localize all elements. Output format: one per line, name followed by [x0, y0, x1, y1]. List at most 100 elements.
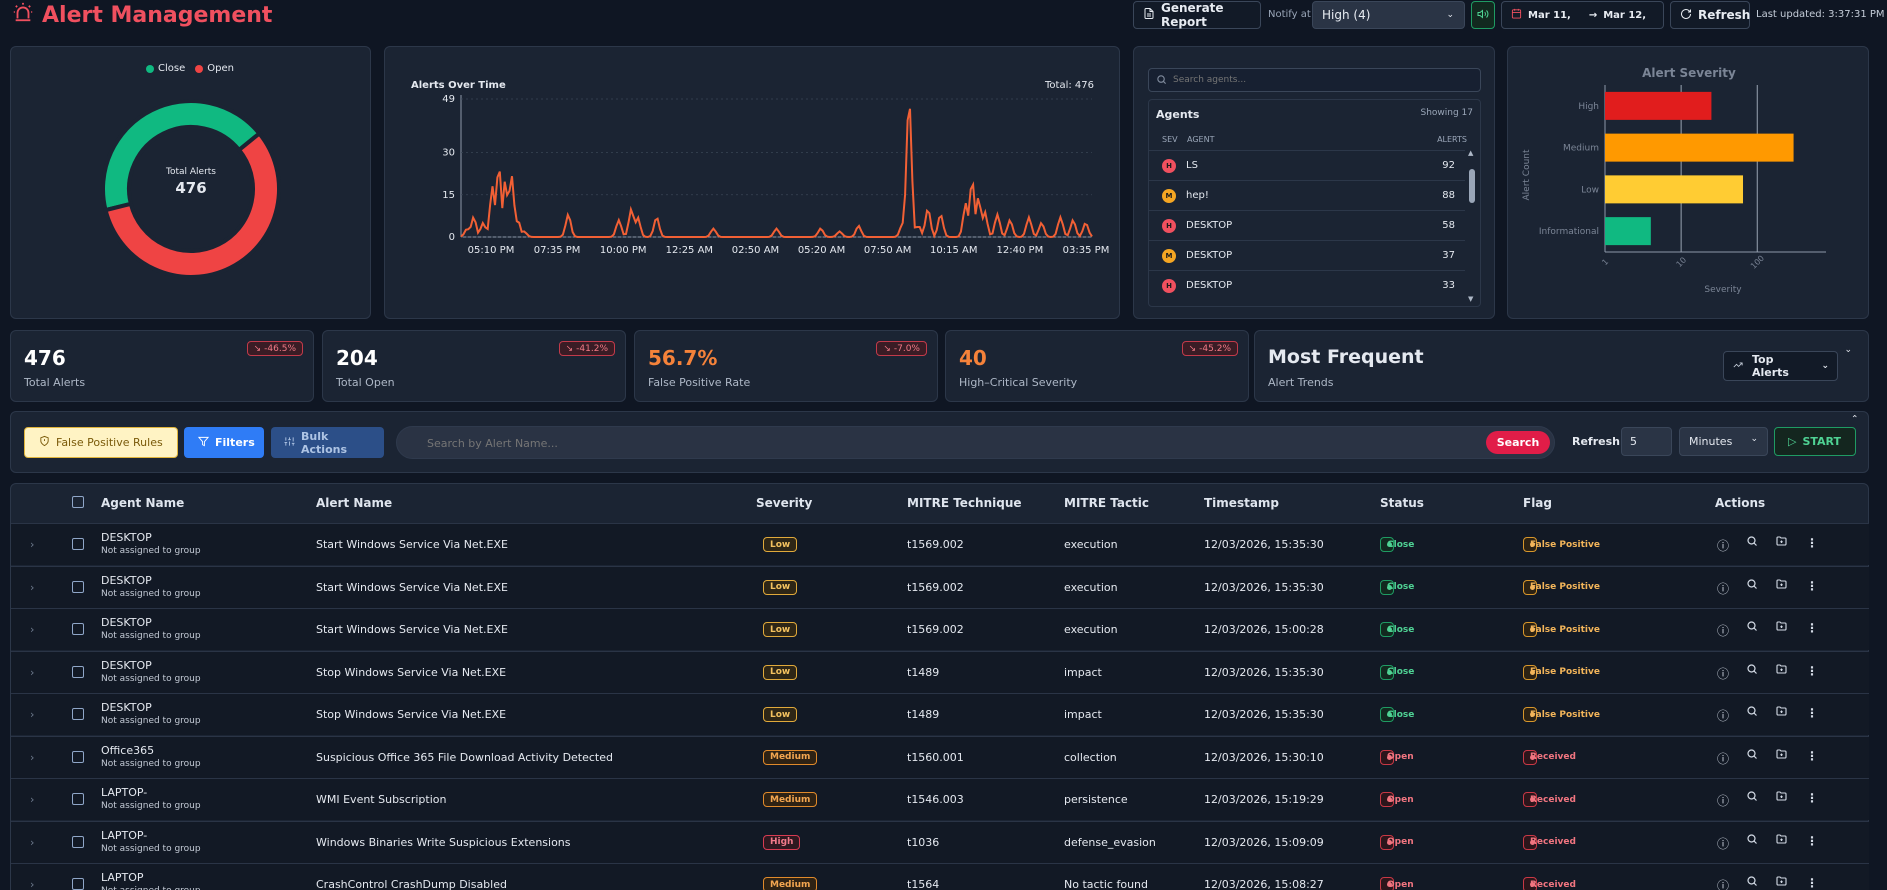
agent-row[interactable]: H DESKTOP 33	[1149, 270, 1465, 300]
agent-name[interactable]: DESKTOP	[101, 701, 152, 714]
search-icon[interactable]	[1746, 705, 1758, 720]
folder-icon[interactable]	[1775, 833, 1788, 848]
agents-scrollbar[interactable]: ▲ ▼	[1468, 149, 1475, 303]
info-icon[interactable]: ⓘ	[1717, 879, 1730, 890]
agent-row[interactable]: M DESKTOP 37	[1149, 240, 1465, 270]
more-options-icon[interactable]: ⋮	[1806, 833, 1818, 848]
expand-row-icon[interactable]: ›	[30, 665, 35, 679]
info-icon[interactable]: ⓘ	[1717, 666, 1730, 681]
search-icon[interactable]	[1746, 578, 1758, 593]
folder-icon[interactable]	[1775, 790, 1788, 805]
bulk-actions-button[interactable]: Bulk Actions	[271, 427, 384, 458]
table-row[interactable]: › DESKTOP Not assigned to group Stop Win…	[11, 650, 1869, 693]
info-icon[interactable]: ⓘ	[1717, 539, 1730, 553]
agent-name[interactable]: Office365	[101, 743, 155, 757]
more-options-icon[interactable]: ⋮	[1806, 791, 1818, 805]
agent-row[interactable]: H DESKTOP 58	[1149, 210, 1465, 240]
false-positive-rules-button[interactable]: False Positive Rules	[24, 427, 178, 458]
legend-close[interactable]: Close	[146, 63, 185, 74]
alert-name[interactable]: Start Windows Service Via Net.EXE	[316, 538, 508, 551]
alert-name[interactable]: Stop Windows Service Via Net.EXE	[316, 665, 507, 679]
folder-icon[interactable]	[1775, 705, 1788, 720]
alert-name[interactable]: CrashControl CrashDump Disabled	[316, 878, 507, 890]
scroll-down-icon[interactable]: ▼	[1468, 295, 1474, 303]
folder-icon[interactable]	[1775, 875, 1788, 890]
column-header[interactable]: Agent Name	[101, 496, 185, 510]
donut-slice-open[interactable]	[103, 130, 281, 279]
refresh-button[interactable]: Refresh	[1670, 1, 1750, 29]
expand-row-icon[interactable]: ›	[30, 580, 35, 594]
agents-search-input[interactable]	[1173, 72, 1473, 88]
expand-row-icon[interactable]: ›	[30, 538, 35, 551]
row-checkbox[interactable]	[72, 878, 84, 890]
alert-name[interactable]: WMI Event Subscription	[316, 793, 447, 806]
info-icon[interactable]: ⓘ	[1717, 794, 1730, 808]
agent-name[interactable]: LAPTOP	[101, 871, 144, 884]
info-icon[interactable]: ⓘ	[1717, 751, 1730, 766]
folder-icon[interactable]	[1775, 535, 1788, 550]
column-header[interactable]: Flag	[1523, 496, 1552, 510]
column-header[interactable]: Timestamp	[1204, 496, 1280, 510]
severity-bar[interactable]	[1605, 217, 1651, 246]
column-header[interactable]: MITRE Technique	[907, 496, 1022, 510]
search-icon[interactable]	[1746, 535, 1758, 550]
expand-row-icon[interactable]: ›	[30, 708, 35, 721]
search-icon[interactable]	[1746, 833, 1758, 848]
folder-icon[interactable]	[1775, 620, 1788, 635]
table-row[interactable]: › LAPTOP- Not assigned to group WMI Even…	[11, 778, 1869, 820]
row-checkbox[interactable]	[72, 623, 84, 635]
search-button[interactable]: Search	[1486, 431, 1550, 454]
row-checkbox[interactable]	[72, 580, 84, 593]
select-all-checkbox[interactable]	[72, 496, 84, 508]
top-alerts-dropdown[interactable]: Top Alerts ⌄	[1723, 351, 1838, 381]
more-options-icon[interactable]: ⋮	[1806, 663, 1818, 678]
filters-button[interactable]: Filters	[184, 427, 264, 458]
info-icon[interactable]: ⓘ	[1717, 836, 1730, 851]
row-checkbox[interactable]	[72, 835, 84, 848]
table-row[interactable]: › DESKTOP Not assigned to group Start Wi…	[11, 608, 1869, 650]
column-header[interactable]: Alert Name	[316, 496, 393, 510]
alert-search-bar[interactable]: Search	[396, 426, 1555, 459]
table-row[interactable]: › Office365 Not assigned to group Suspic…	[11, 735, 1869, 778]
info-icon[interactable]: ⓘ	[1717, 581, 1730, 596]
agent-name[interactable]: LAPTOP-	[101, 828, 148, 842]
expand-row-icon[interactable]: ›	[30, 835, 35, 849]
agent-name[interactable]: DESKTOP	[101, 573, 152, 587]
alert-name[interactable]: Start Windows Service Via Net.EXE	[316, 580, 508, 594]
agent-row[interactable]: H LS 92	[1149, 150, 1465, 180]
date-range-picker[interactable]: Mar 11, → Mar 12,	[1501, 1, 1664, 29]
more-options-icon[interactable]: ⋮	[1806, 876, 1818, 890]
more-options-icon[interactable]: ⋮	[1806, 748, 1818, 763]
date-from[interactable]: Mar 11,	[1528, 9, 1571, 21]
agents-search[interactable]	[1148, 68, 1481, 92]
expand-row-icon[interactable]: ›	[30, 623, 35, 636]
table-row[interactable]: › DESKTOP Not assigned to group Start Wi…	[11, 565, 1869, 608]
collapse-toolbar-icon[interactable]: ⌄	[1851, 412, 1859, 422]
agent-row[interactable]: M hep! 88	[1149, 180, 1465, 210]
column-header[interactable]: Status	[1380, 496, 1424, 510]
folder-icon[interactable]	[1775, 663, 1788, 678]
more-options-icon[interactable]: ⋮	[1806, 706, 1818, 720]
expand-row-icon[interactable]: ›	[30, 750, 35, 764]
alert-name[interactable]: Stop Windows Service Via Net.EXE	[316, 708, 507, 721]
more-options-icon[interactable]: ⋮	[1806, 621, 1818, 635]
severity-bar[interactable]	[1605, 91, 1712, 120]
start-button[interactable]: ▷ START	[1774, 427, 1856, 456]
donut-slice-close[interactable]	[101, 99, 263, 213]
scroll-up-icon[interactable]: ▲	[1468, 149, 1474, 157]
row-checkbox[interactable]	[72, 708, 84, 720]
more-options-icon[interactable]: ⋮	[1806, 578, 1818, 593]
more-options-icon[interactable]: ⋮	[1806, 536, 1818, 550]
alert-name[interactable]: Start Windows Service Via Net.EXE	[316, 623, 508, 636]
date-to[interactable]: Mar 12,	[1603, 9, 1647, 21]
expand-row-icon[interactable]: ›	[30, 793, 35, 806]
alerts-series-line[interactable]	[460, 108, 1093, 239]
scroll-thumb[interactable]	[1469, 169, 1475, 203]
search-icon[interactable]	[1746, 663, 1758, 678]
collapse-chevron-icon[interactable]: ⌄	[1844, 345, 1852, 355]
search-icon[interactable]	[1746, 875, 1758, 890]
notify-select[interactable]: High (4) ⌄	[1312, 1, 1465, 29]
refresh-interval-input[interactable]: 5	[1621, 427, 1672, 456]
info-icon[interactable]: ⓘ	[1717, 624, 1730, 638]
severity-bar[interactable]	[1605, 175, 1744, 204]
